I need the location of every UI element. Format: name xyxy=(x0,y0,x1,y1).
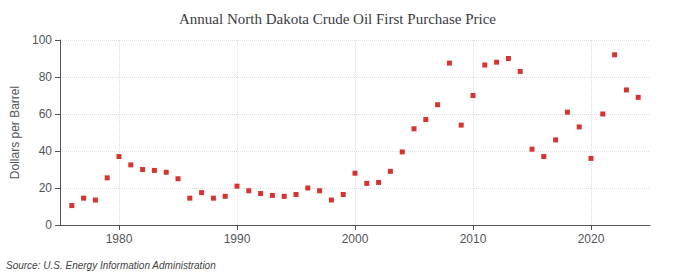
svg-text:2020: 2020 xyxy=(578,232,605,246)
svg-text:0: 0 xyxy=(45,218,52,232)
svg-text:40: 40 xyxy=(39,144,53,158)
svg-text:2010: 2010 xyxy=(460,232,487,246)
svg-text:Dollars per Barrel: Dollars per Barrel xyxy=(8,86,22,179)
svg-text:60: 60 xyxy=(39,107,53,121)
svg-text:100: 100 xyxy=(32,33,52,47)
svg-text:Annual North Dakota Crude Oil: Annual North Dakota Crude Oil First Purc… xyxy=(179,11,496,27)
svg-text:2000: 2000 xyxy=(342,232,369,246)
svg-text:1990: 1990 xyxy=(224,232,251,246)
svg-text:20: 20 xyxy=(39,181,53,195)
svg-text:1980: 1980 xyxy=(106,232,133,246)
svg-text:Source: U.S. Energy Informatio: Source: U.S. Energy Information Administ… xyxy=(6,260,216,271)
svg-text:80: 80 xyxy=(39,70,53,84)
